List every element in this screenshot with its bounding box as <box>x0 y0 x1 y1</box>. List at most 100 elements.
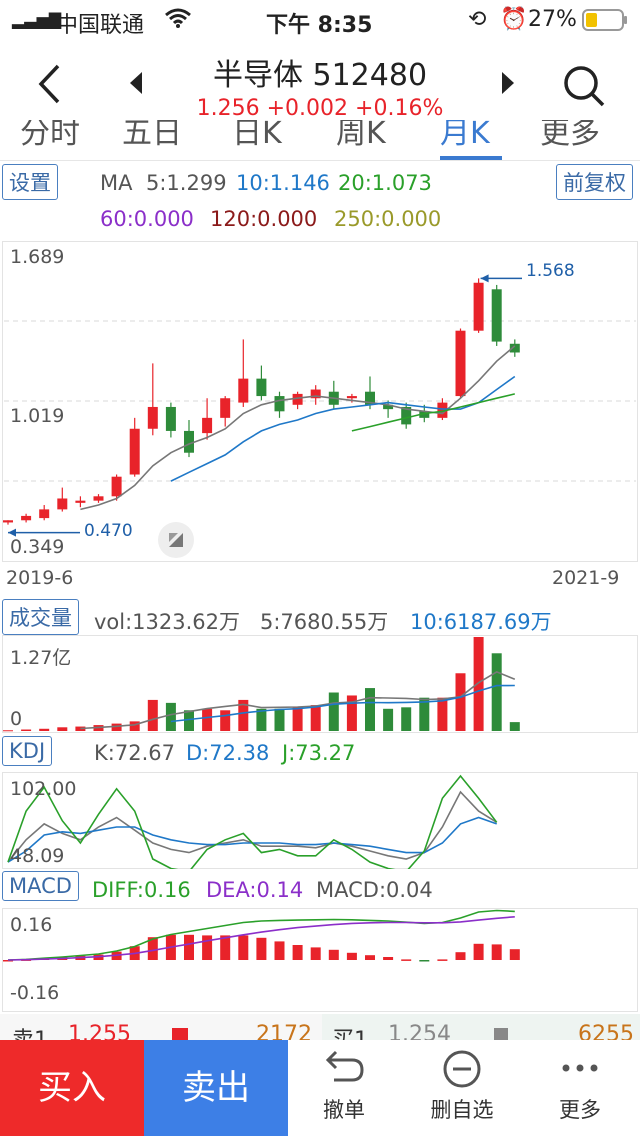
candle-body <box>39 509 50 519</box>
fullscreen-toggle-button[interactable] <box>158 522 194 558</box>
volume-bar <box>346 695 357 731</box>
tab-more[interactable]: 更多 <box>540 120 600 151</box>
macd-bar <box>184 934 194 960</box>
tab-zhouk[interactable]: 周K <box>336 120 386 151</box>
macd-bar <box>509 949 520 960</box>
ma120-value: 120:0.000 <box>210 207 318 231</box>
macd-bar <box>3 960 13 962</box>
buy1-bar <box>494 1028 508 1040</box>
kline-chart[interactable] <box>0 241 640 562</box>
candle-body <box>491 289 502 342</box>
vol-value: vol:1323.62万 <box>94 610 241 634</box>
back-button[interactable] <box>36 62 62 110</box>
settings-button[interactable]: 设置 <box>2 164 58 200</box>
candle-body <box>256 378 267 397</box>
buy-side-bg <box>322 1014 640 1040</box>
next-stock-button[interactable] <box>500 70 516 100</box>
high-price-label: 1.568 <box>526 261 575 281</box>
volume-bar <box>473 637 484 731</box>
orderbook-strip: 卖1 1.255 2172 买1 1.254 6255 <box>0 1014 640 1040</box>
macd-y-bottom: -0.16 <box>10 982 60 1004</box>
macd-bar <box>491 944 502 960</box>
more-button[interactable]: 更多 <box>536 1040 624 1136</box>
volume-bar <box>455 673 466 731</box>
macd-bar <box>437 959 448 961</box>
macd-bar <box>220 935 231 960</box>
active-tab-indicator <box>440 156 502 160</box>
buy-button[interactable]: 买入 <box>0 1040 144 1136</box>
sell1-price: 1.255 <box>68 1022 131 1040</box>
kdj-d-value: D:72.38 <box>186 741 270 765</box>
status-bar: ▂▃▅▇ 中国联通 下午 8:35 ⟲ ⏰ 27% <box>0 0 640 40</box>
candle-body <box>310 389 321 399</box>
ma20-line <box>351 393 515 432</box>
adjust-button[interactable]: 前复权 <box>556 164 633 200</box>
caret-right-icon <box>502 72 514 94</box>
buy1-label: 买1 <box>332 1022 368 1040</box>
high-marker-arrow <box>480 274 489 283</box>
tab-fenshi[interactable]: 分时 <box>20 120 80 151</box>
macd-bar <box>401 959 412 961</box>
macd-indicator-button[interactable]: MACD <box>2 871 79 901</box>
volume-indicator-button[interactable]: 成交量 <box>2 599 79 635</box>
volume-bar <box>328 692 339 731</box>
macd-diff-value: DIFF:0.16 <box>92 878 191 902</box>
kline-chart-frame <box>2 241 638 562</box>
macd-bar <box>328 949 339 960</box>
rotation-lock-icon: ⟲ <box>468 7 487 32</box>
macd-chart[interactable] <box>0 908 640 1012</box>
volume-bar <box>238 699 249 731</box>
stock-title: 半导体 512480 <box>212 58 428 93</box>
buy1-volume: 6255 <box>578 1022 634 1040</box>
volume-bar <box>75 726 86 731</box>
sell1-volume: 2172 <box>256 1022 312 1040</box>
candle-body <box>365 391 375 405</box>
candle-body <box>129 428 140 475</box>
kline-y-top: 1.689 <box>10 246 65 268</box>
volume-bar <box>419 697 430 731</box>
candle-body <box>147 406 158 429</box>
ma-label: MA <box>100 171 133 195</box>
candle-body <box>455 330 466 397</box>
macd-bar <box>310 947 321 960</box>
candle-body <box>220 398 231 418</box>
ma10-line <box>170 375 516 482</box>
volume-bar <box>383 708 394 731</box>
volume-bar <box>202 708 213 731</box>
kdj-y-top: 102.00 <box>10 778 77 800</box>
alarm-icon: ⏰ <box>500 7 528 32</box>
sell-button[interactable]: 卖出 <box>144 1040 288 1136</box>
expand-icon <box>169 533 183 547</box>
candle-body <box>21 515 32 521</box>
sell1-bar <box>172 1028 188 1040</box>
ma20-value: 20:1.073 <box>338 171 432 195</box>
more-dots-icon <box>536 1048 624 1094</box>
macd-bar <box>365 955 375 960</box>
bottom-toolbar: 买入 卖出 撤单 删自选 更多 <box>0 1040 640 1136</box>
remove-watchlist-button[interactable]: 删自选 <box>418 1040 506 1136</box>
candle-body <box>509 343 520 353</box>
search-button[interactable] <box>562 64 606 112</box>
macd-chart-frame <box>2 908 638 1012</box>
minus-circle-icon <box>418 1048 506 1094</box>
ma250-value: 250:0.000 <box>334 207 442 231</box>
volume-chart[interactable] <box>0 635 640 733</box>
volume-bar <box>165 702 176 731</box>
tab-rik[interactable]: 日K <box>232 120 282 151</box>
volume-chart-frame <box>2 635 638 733</box>
tab-yuek[interactable]: 月K <box>440 120 490 151</box>
volume-bar <box>292 707 303 731</box>
ma10-value: 10:1.146 <box>236 171 330 195</box>
cancel-order-button[interactable]: 撤单 <box>300 1040 388 1136</box>
volume-bar <box>3 730 13 732</box>
kdj-chart[interactable] <box>0 772 640 869</box>
tab-wuri[interactable]: 五日 <box>122 120 182 151</box>
candle-body <box>274 396 285 412</box>
kdj-indicator-button[interactable]: KDJ <box>2 736 53 766</box>
candle-body <box>419 411 430 418</box>
macd-bar <box>147 937 158 960</box>
prev-stock-button[interactable] <box>128 70 144 100</box>
macd-bar <box>202 935 213 960</box>
more-label: 更多 <box>559 1098 601 1122</box>
candle-body <box>437 402 448 418</box>
